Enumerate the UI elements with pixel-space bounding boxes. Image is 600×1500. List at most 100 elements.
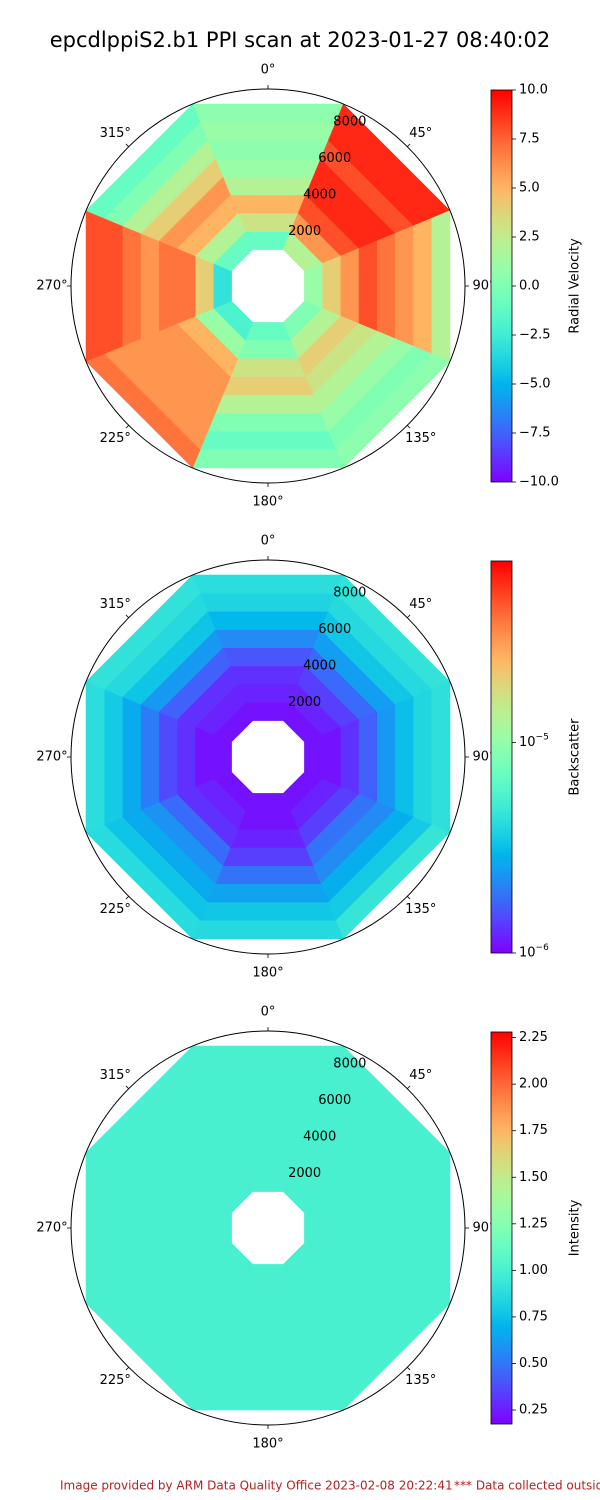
theta-tick-label: 0° <box>261 63 276 78</box>
theta-tick-label: 270° <box>36 279 67 294</box>
colorbar-tick-label: 5.0 <box>519 181 540 196</box>
colorbar-tick-label: −5.0 <box>519 377 551 392</box>
ppi-cell <box>431 210 451 362</box>
r-tick-label: 6000 <box>318 622 351 637</box>
theta-tick <box>407 1367 411 1371</box>
theta-tick-label: 45° <box>409 126 432 141</box>
ppi-cell <box>245 702 291 721</box>
ppi-cell <box>122 696 141 818</box>
ppi-cell <box>304 734 323 780</box>
theta-tick <box>125 614 129 618</box>
theta-tick-label: 90° <box>472 750 495 765</box>
theta-tick-label: 225° <box>100 431 131 446</box>
colorbar-tick-label: 0.25 <box>519 1403 548 1418</box>
theta-tick <box>125 143 129 147</box>
ppi-cell <box>340 1189 360 1267</box>
theta-tick-label: 45° <box>409 1068 432 1083</box>
colorbar <box>490 1031 513 1425</box>
ppi-cell <box>213 263 232 309</box>
theta-tick-label: 315° <box>100 597 131 612</box>
colorbar-tick-label: 0.75 <box>519 1309 548 1324</box>
ppi-cell <box>222 847 314 867</box>
theta-tick <box>407 425 411 429</box>
ppi-cell <box>122 1167 141 1289</box>
ppi-cell <box>213 734 232 780</box>
ppi-cell <box>85 1152 105 1304</box>
ppi-cell <box>213 1205 232 1251</box>
ppi-cell <box>245 322 291 341</box>
ppi-cell <box>176 1189 196 1267</box>
theta-tick-label: 135° <box>405 431 436 446</box>
ppi-cell <box>340 718 360 796</box>
r-tick-label: 2000 <box>288 1166 321 1181</box>
ppi-cell <box>192 574 344 594</box>
colorbar-tick-label: 10.0 <box>519 83 548 98</box>
ppi-cell <box>413 1159 433 1297</box>
ppi-cell <box>192 1045 344 1065</box>
ppi-cell <box>194 726 214 788</box>
ppi-cell <box>229 1300 307 1320</box>
theta-tick <box>407 143 411 147</box>
ppi-cell <box>395 1167 414 1289</box>
ppi-cell <box>413 688 433 826</box>
ppi-cell <box>395 696 414 818</box>
colorbar-tick-label: 7.5 <box>519 132 540 147</box>
footer-warning: *** Data collected outside <box>454 1479 600 1493</box>
ppi-cell <box>376 703 396 811</box>
ppi-cell <box>207 413 329 432</box>
ppi-cell <box>199 1063 337 1083</box>
colorbar-label: Backscatter <box>568 718 583 796</box>
ppi-cell <box>214 865 322 885</box>
colorbar-tick-label: 1.00 <box>519 1263 548 1278</box>
theta-tick-label: 315° <box>100 1068 131 1083</box>
ppi-cell <box>245 1173 291 1192</box>
theta-tick-label: 0° <box>261 1005 276 1020</box>
ppi-cell <box>176 718 196 796</box>
colorbar-tick-label: 10−6 <box>519 943 549 961</box>
ppi-cell <box>207 140 329 159</box>
ppi-cell <box>322 726 342 788</box>
ppi-cell <box>376 1174 396 1282</box>
r-tick-label: 6000 <box>318 1093 351 1108</box>
ppi-cell <box>304 1205 323 1251</box>
colorbar-tick-label: 1.25 <box>519 1216 548 1231</box>
ppi-cell <box>207 1355 329 1374</box>
colorbar-tick-label: 1.50 <box>519 1170 548 1185</box>
ppi-cell <box>222 1118 314 1138</box>
ppi-cell <box>237 811 299 831</box>
ppi-cell <box>140 1174 160 1282</box>
footer-note: Image provided by ARM Data Quality Offic… <box>60 1479 453 1493</box>
ppi-cell <box>229 665 307 685</box>
ppi-cell <box>207 611 329 630</box>
ppi-cell <box>237 340 299 360</box>
colorbar-tick-exponent: −6 <box>536 943 550 953</box>
theta-tick-label: 180° <box>252 966 283 981</box>
ppi-cell <box>358 711 378 803</box>
colorbar-tick-label: 10−5 <box>519 732 549 750</box>
ppi-cell <box>158 711 178 803</box>
ppi-cell <box>431 681 451 833</box>
theta-tick <box>125 1085 129 1089</box>
theta-tick <box>407 896 411 900</box>
ppi-cell <box>229 829 307 849</box>
ppi-cell <box>237 1282 299 1302</box>
ppi-cell <box>140 703 160 811</box>
colorbar-label: Radial Velocity <box>568 238 583 334</box>
colorbar-tick-label: 1.75 <box>519 1123 548 1138</box>
r-tick-label: 4000 <box>303 1129 336 1144</box>
r-tick-label: 4000 <box>303 187 336 202</box>
theta-tick-label: 270° <box>36 750 67 765</box>
theta-tick-label: 315° <box>100 126 131 141</box>
ppi-cell <box>214 629 322 649</box>
theta-tick-label: 90° <box>472 279 495 294</box>
ppi-cell <box>214 394 322 414</box>
colorbar <box>490 560 513 954</box>
ppi-cell <box>222 376 314 396</box>
ppi-cell <box>214 158 322 178</box>
ppi-cell <box>85 681 105 833</box>
ppi-cell <box>245 793 291 812</box>
ppi-cell <box>103 1159 123 1297</box>
ppi-cell <box>176 247 196 325</box>
ppi-cell <box>192 920 344 940</box>
